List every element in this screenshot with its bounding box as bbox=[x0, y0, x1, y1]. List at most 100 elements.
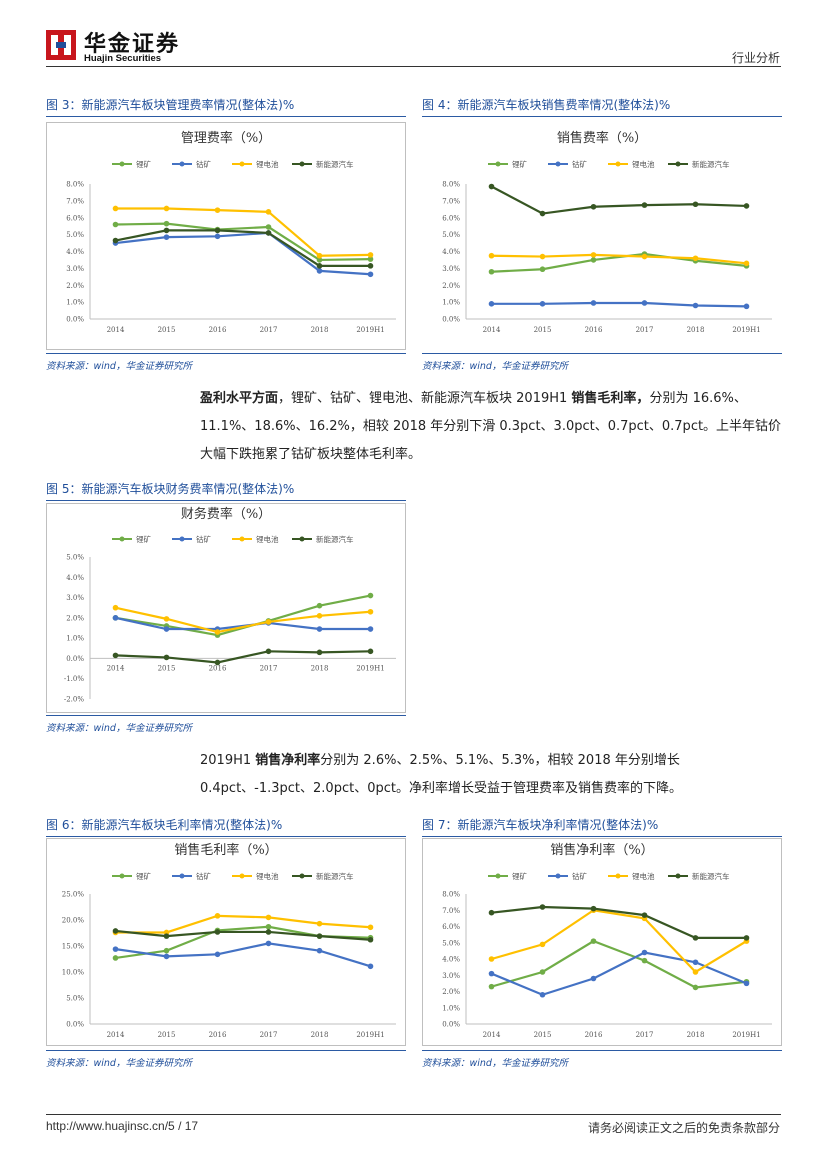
data-point bbox=[641, 300, 648, 306]
data-point bbox=[214, 929, 221, 935]
data-point bbox=[539, 969, 546, 975]
header-divider bbox=[46, 66, 781, 67]
chart-title: 财务费率（%） bbox=[181, 506, 271, 522]
legend-marker bbox=[119, 536, 125, 542]
data-point bbox=[539, 991, 546, 998]
data-point bbox=[590, 203, 597, 210]
series-line bbox=[491, 909, 748, 974]
data-point bbox=[265, 940, 272, 947]
y-tick-label: 4.0% bbox=[66, 248, 84, 256]
data-point bbox=[112, 652, 119, 659]
x-tick-label: 2014 bbox=[107, 1031, 125, 1039]
data-point bbox=[163, 947, 170, 954]
legend-marker bbox=[179, 161, 185, 167]
data-point bbox=[214, 659, 221, 666]
y-tick-label: 5.0% bbox=[66, 231, 84, 239]
y-tick-label: 2.0% bbox=[442, 988, 460, 996]
data-point bbox=[367, 648, 374, 655]
chart-title: 销售毛利率（%） bbox=[174, 842, 277, 858]
fig6-title: 图 6：新能源汽车板块毛利率情况(整体法)% bbox=[46, 816, 406, 837]
data-point bbox=[692, 959, 699, 966]
series-line bbox=[115, 942, 371, 968]
legend-label: 锂矿 bbox=[136, 534, 151, 544]
y-tick-label: 8.0% bbox=[442, 891, 460, 899]
legend-marker bbox=[555, 873, 561, 879]
data-point bbox=[641, 949, 648, 956]
x-tick-label: 2016 bbox=[209, 664, 227, 672]
y-tick-label: 25.0% bbox=[62, 891, 85, 899]
data-point bbox=[214, 629, 221, 635]
data-point bbox=[112, 237, 119, 244]
series-line bbox=[491, 253, 747, 265]
para1-text-a: ，锂矿、钴矿、锂电池、新能源汽车板块 2019H1 bbox=[278, 391, 572, 406]
footer-url-page[interactable]: http://www.huajinsc.cn/5 / 17 bbox=[46, 1119, 199, 1133]
data-point bbox=[743, 260, 750, 267]
x-tick-label: 2014 bbox=[107, 326, 125, 334]
y-tick-label: 6.0% bbox=[66, 214, 84, 222]
x-tick-label: 2017 bbox=[260, 664, 278, 672]
legend-label: 锂电池 bbox=[632, 871, 655, 881]
data-point bbox=[316, 933, 323, 939]
data-point bbox=[488, 301, 495, 307]
legend-label: 锂电池 bbox=[256, 871, 279, 881]
chart-frame bbox=[46, 503, 406, 713]
data-point bbox=[316, 602, 323, 609]
data-point bbox=[488, 252, 495, 259]
data-point bbox=[539, 266, 546, 273]
data-point bbox=[265, 914, 272, 921]
paragraph-gross-margin: 盈利水平方面，锂矿、钴矿、锂电池、新能源汽车板块 2019H1 销售毛利率，分别… bbox=[200, 385, 784, 469]
data-point bbox=[265, 619, 272, 625]
y-tick-label: 2.0% bbox=[66, 282, 84, 290]
legend-label: 钴矿 bbox=[196, 534, 211, 544]
series-line bbox=[491, 939, 747, 989]
x-tick-label: 2019H1 bbox=[356, 664, 384, 672]
y-tick-label: 4.0% bbox=[66, 574, 84, 582]
series-line bbox=[491, 951, 747, 996]
legend-marker bbox=[239, 873, 245, 879]
y-tick-label: 5.0% bbox=[66, 995, 84, 1003]
data-point bbox=[316, 920, 323, 927]
y-tick-label: 3.0% bbox=[66, 594, 84, 602]
data-point bbox=[316, 257, 323, 263]
data-point bbox=[539, 301, 546, 307]
data-point bbox=[539, 904, 546, 910]
series-line bbox=[115, 229, 371, 267]
data-point bbox=[112, 221, 119, 228]
y-tick-label: 20.0% bbox=[62, 917, 85, 925]
fig5-title: 图 5：新能源汽车板块财务费率情况(整体法)% bbox=[46, 480, 406, 501]
y-tick-label: 0.0% bbox=[66, 316, 84, 324]
legend-marker bbox=[495, 161, 501, 167]
data-point bbox=[488, 983, 495, 990]
y-tick-label: 15.0% bbox=[62, 943, 85, 951]
paragraph-net-margin: 2019H1 销售净利率分别为 2.6%、2.5%、5.1%、5.3%，相较 2… bbox=[200, 747, 784, 803]
x-tick-label: 2014 bbox=[483, 1031, 501, 1039]
legend-label: 新能源汽车 bbox=[692, 159, 730, 169]
y-tick-label: 8.0% bbox=[66, 181, 84, 189]
logo-english-name: Huajin Securities bbox=[84, 53, 162, 64]
data-point bbox=[367, 252, 374, 258]
para2-text-a: 2019H1 bbox=[200, 753, 256, 768]
data-point bbox=[641, 912, 648, 918]
series-line bbox=[115, 914, 371, 934]
chart-title: 销售费率（%） bbox=[557, 130, 647, 146]
y-tick-label: 4.0% bbox=[442, 956, 460, 964]
data-point bbox=[265, 929, 272, 935]
x-tick-label: 2019H1 bbox=[356, 326, 384, 334]
data-point bbox=[488, 909, 495, 916]
data-point bbox=[163, 626, 170, 632]
data-point bbox=[112, 946, 119, 952]
data-point bbox=[112, 615, 119, 621]
data-point bbox=[539, 941, 546, 948]
y-tick-label: 5.0% bbox=[442, 231, 460, 239]
x-tick-label: 2018 bbox=[311, 1031, 329, 1039]
legend-label: 锂电池 bbox=[256, 159, 279, 169]
fig4-source: 资料来源：wind，华金证券研究所 bbox=[422, 353, 782, 372]
fig5-chart: 财务费率（%） 锂矿 钴矿 锂电池 新能源汽车 -2.0% -1.0% 0.0% 1.0% 2.0… bbox=[46, 503, 406, 713]
data-point bbox=[367, 626, 374, 632]
fig7-chart: 销售净利率（%） 锂矿 钴矿 锂电池 新能源汽车 0.0% 1.0% 2.0% 3.0% 4.0%… bbox=[422, 838, 782, 1046]
y-tick-label: 0.0% bbox=[66, 1021, 84, 1029]
x-tick-label: 2015 bbox=[534, 1031, 552, 1039]
series-line bbox=[115, 207, 371, 257]
series-line bbox=[115, 231, 371, 276]
series-line bbox=[115, 606, 371, 634]
